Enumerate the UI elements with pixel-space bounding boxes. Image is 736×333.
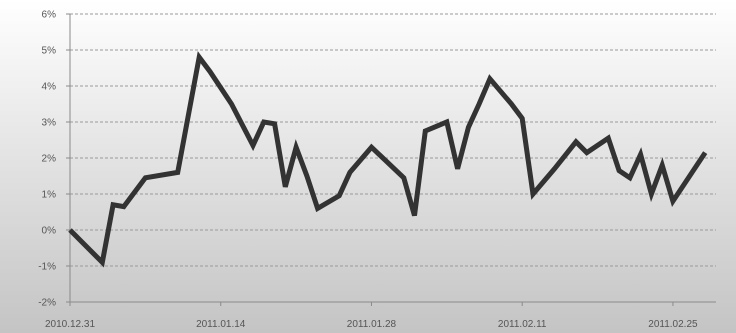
y-tick-label: 2% [42,154,57,165]
x-axis-labels: 2010.12.31 2011.01.14 2011.01.28 2011.02.11… [45,319,698,330]
axes [66,13,716,306]
x-tick-label: 2011.01.14 [196,319,246,330]
x-tick-label: 2011.02.11 [498,319,547,330]
gridlines [70,13,716,267]
y-axis-labels: -2% -1% 0% 1% 2% 3% 4% 5% 6% [38,10,56,309]
y-tick-label: -1% [38,262,56,273]
x-tick-label: 2010.12.31 [45,319,95,330]
y-tick-label: 4% [42,82,57,93]
y-tick-label: 5% [42,46,57,57]
x-tick-label: 2011.01.28 [347,319,397,330]
y-tick-label: 0% [42,226,57,237]
y-tick-label: 3% [42,118,57,129]
y-tick-label: 1% [42,190,57,201]
y-tick-label: -2% [38,298,56,309]
x-tick-label: 2011.02.25 [648,319,698,330]
series-layer [68,51,708,268]
y-tick-label: 6% [42,10,57,21]
